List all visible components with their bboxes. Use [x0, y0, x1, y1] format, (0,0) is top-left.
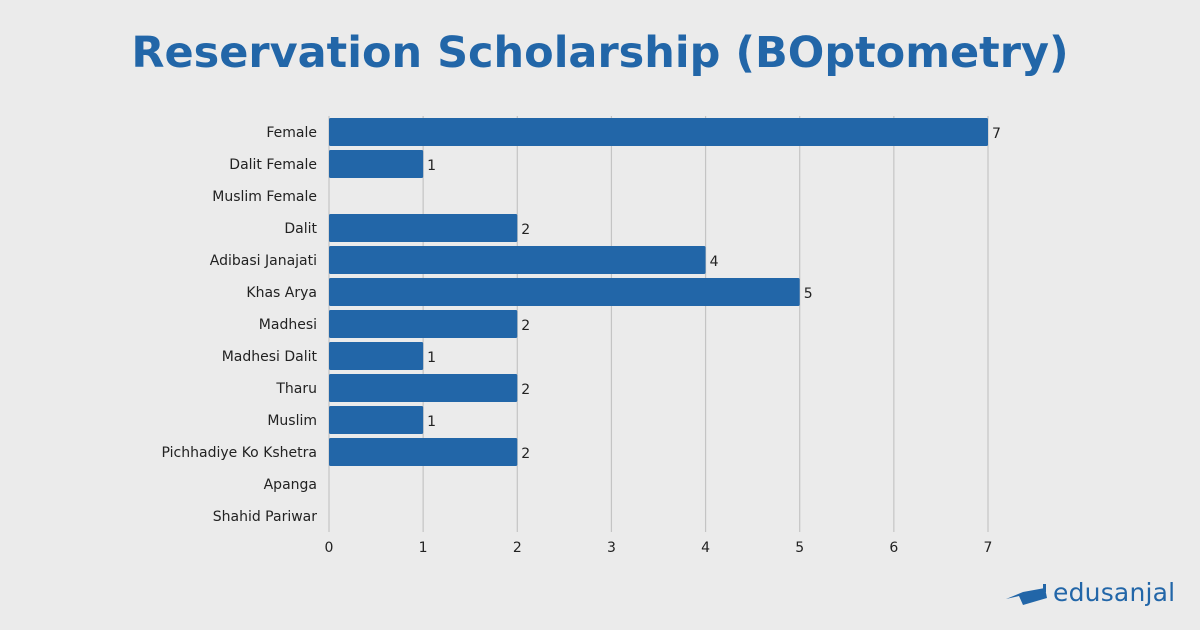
data-label: 2: [521, 382, 530, 398]
bar: [329, 214, 518, 242]
category-label: Apanga: [264, 477, 317, 493]
category-label: Dalit: [284, 221, 317, 237]
category-label: Khas Arya: [246, 285, 317, 301]
brand-name: edusanjal: [1053, 578, 1176, 607]
bar: [329, 118, 988, 146]
category-label: Adibasi Janajati: [210, 253, 317, 269]
bar: [329, 342, 424, 370]
bar: [329, 278, 800, 306]
x-tick-label: 2: [513, 540, 522, 556]
bar: [329, 374, 518, 402]
x-tick-label: 5: [795, 540, 804, 556]
data-label: 1: [427, 158, 436, 174]
bar: [329, 310, 518, 338]
category-label: Muslim: [267, 413, 317, 429]
bar: [329, 438, 518, 466]
data-label: 7: [992, 126, 1001, 142]
edusanjal-logo: edusanjal: [1005, 578, 1175, 607]
x-tick-label: 6: [889, 540, 898, 556]
category-label: Tharu: [275, 381, 317, 397]
data-label: 5: [804, 286, 813, 302]
category-label: Shahid Pariwar: [213, 509, 318, 525]
category-label: Pichhadiye Ko Kshetra: [162, 445, 317, 461]
x-tick-label: 0: [325, 540, 334, 556]
data-label: 2: [521, 318, 530, 334]
bar: [329, 246, 706, 274]
data-label: 1: [427, 350, 436, 366]
chart-title: Reservation Scholarship (BOptometry): [131, 28, 1069, 78]
data-label: 1: [427, 414, 436, 430]
category-label: Muslim Female: [212, 189, 317, 205]
category-label: Madhesi: [259, 317, 317, 333]
bar: [329, 406, 424, 434]
x-tick-label: 1: [419, 540, 428, 556]
category-label: Madhesi Dalit: [222, 349, 318, 365]
x-tick-label: 7: [984, 540, 993, 556]
x-tick-label: 4: [701, 540, 710, 556]
data-label: 2: [521, 222, 530, 238]
bar: [329, 150, 424, 178]
data-label: 2: [521, 446, 530, 462]
x-tick-label: 3: [607, 540, 616, 556]
category-label: Dalit Female: [229, 157, 317, 173]
data-label: 4: [710, 254, 719, 270]
category-label: Female: [266, 125, 317, 141]
graduation-cap-icon: [1006, 583, 1047, 605]
